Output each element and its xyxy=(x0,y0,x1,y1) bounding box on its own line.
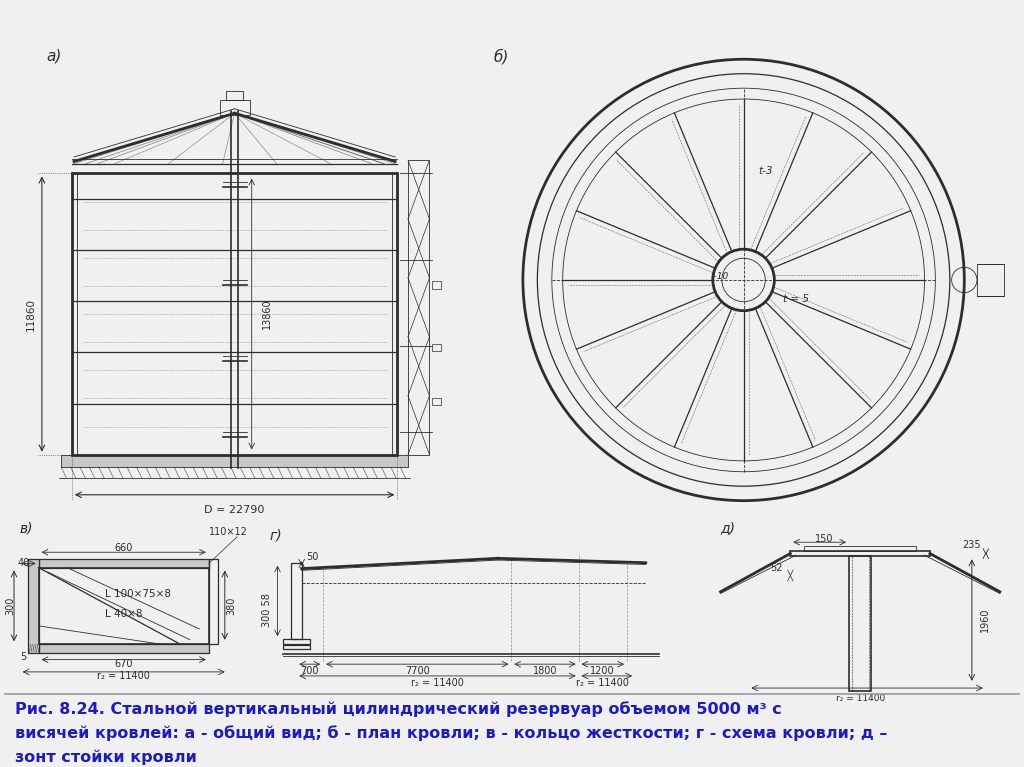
Bar xyxy=(39,568,209,644)
Text: t-10: t-10 xyxy=(711,272,729,281)
Text: D = 22790: D = 22790 xyxy=(205,505,265,515)
Text: r₂ = 11400: r₂ = 11400 xyxy=(836,693,885,703)
Text: 1800: 1800 xyxy=(532,667,557,676)
Bar xyxy=(39,559,209,568)
Text: r₂ = 11400: r₂ = 11400 xyxy=(577,678,629,688)
Bar xyxy=(61,455,408,467)
Text: д): д) xyxy=(721,521,735,535)
Text: 700: 700 xyxy=(300,667,319,676)
Text: r₂ = 11400: r₂ = 11400 xyxy=(97,671,151,682)
Text: 380: 380 xyxy=(226,597,237,615)
Text: 50: 50 xyxy=(306,551,318,562)
Text: 235: 235 xyxy=(963,540,981,550)
Text: г): г) xyxy=(269,529,282,543)
Text: Рис. 8.24. Стальной вертикальный цилиндрический резервуар объемом 5000 м³ с: Рис. 8.24. Стальной вертикальный цилиндр… xyxy=(15,701,782,716)
Text: зонт стойки кровли: зонт стойки кровли xyxy=(15,749,198,765)
Bar xyxy=(977,264,1005,296)
Bar xyxy=(408,160,429,455)
Text: 1960: 1960 xyxy=(980,607,990,632)
Text: r₂ = 11400: r₂ = 11400 xyxy=(411,678,464,688)
Bar xyxy=(283,645,309,650)
Bar xyxy=(291,563,302,639)
Bar xyxy=(226,91,243,100)
Bar xyxy=(219,100,250,116)
Bar xyxy=(431,344,441,351)
Text: 11860: 11860 xyxy=(27,298,36,331)
Text: 7700: 7700 xyxy=(404,667,430,676)
Text: 150: 150 xyxy=(815,535,834,545)
Bar xyxy=(804,546,916,551)
Bar xyxy=(283,639,309,644)
Text: в): в) xyxy=(19,522,33,535)
Text: L 40×8: L 40×8 xyxy=(104,608,142,619)
Text: 52: 52 xyxy=(770,563,782,573)
Bar xyxy=(849,556,871,691)
Bar xyxy=(431,397,441,405)
Text: 670: 670 xyxy=(115,659,133,670)
Bar xyxy=(791,551,930,556)
Bar xyxy=(431,281,441,288)
Text: 1200: 1200 xyxy=(591,667,615,676)
Text: t-3: t-3 xyxy=(758,166,772,176)
Bar xyxy=(29,559,39,653)
Bar xyxy=(72,173,397,455)
Text: L 100×75×8: L 100×75×8 xyxy=(104,588,171,599)
Text: 300: 300 xyxy=(5,597,15,615)
Text: 13860: 13860 xyxy=(262,298,272,329)
Text: 5: 5 xyxy=(20,651,27,662)
Text: 40: 40 xyxy=(17,558,30,568)
Text: 300 58: 300 58 xyxy=(262,593,271,627)
Text: t = 5: t = 5 xyxy=(783,295,809,304)
Bar xyxy=(209,559,218,644)
Text: 110×12: 110×12 xyxy=(209,527,248,538)
Text: 660: 660 xyxy=(115,542,133,553)
Bar xyxy=(39,644,209,653)
Text: а): а) xyxy=(46,48,61,64)
Text: б): б) xyxy=(494,48,509,64)
Text: висячей кровлей: а - общий вид; б - план кровли; в - кольцо жесткости; г - схема: висячей кровлей: а - общий вид; б - план… xyxy=(15,726,888,741)
